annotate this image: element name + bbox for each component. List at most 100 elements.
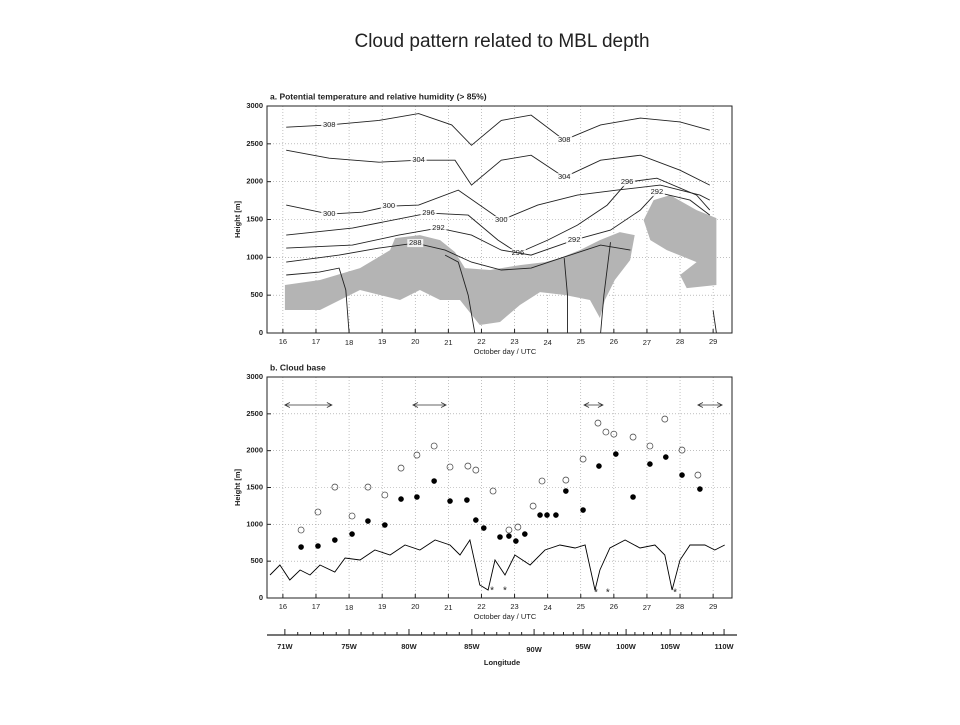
contour-label: 296 (621, 177, 634, 186)
contour-label: 292 (432, 223, 445, 232)
asterisk-marker: * (503, 586, 507, 597)
contour-label-bg (430, 224, 447, 233)
cloud-base-point (647, 461, 653, 467)
mbl-line (269, 538, 725, 591)
x-tick-label: 27 (643, 603, 651, 612)
contour-label-bg (556, 136, 573, 145)
cloud-top-point (297, 526, 305, 534)
x-tick-label: 19 (378, 337, 386, 346)
cloud-base-point (349, 531, 355, 537)
slide-title: Cloud pattern related to MBL depth (354, 31, 649, 52)
contour-line (712, 310, 717, 334)
x-tick-label: 19 (378, 602, 386, 611)
y-tick-label: 3000 (246, 101, 263, 110)
longitude-label: Longitude (484, 658, 520, 667)
cloud-top-point (331, 483, 339, 491)
contour-label-bg (380, 202, 397, 211)
x-tick-label: 28 (676, 602, 684, 611)
contour-label-bg (648, 188, 665, 197)
cloud-top-point (413, 451, 421, 459)
contour-label: 304 (412, 155, 425, 164)
cloud-top-point (594, 419, 602, 427)
cloud-base-point (365, 518, 371, 524)
cloud-base-point (332, 537, 338, 543)
panel-title: a. Potential temperature and relative hu… (270, 91, 487, 101)
contour-label: 304 (558, 172, 571, 181)
contour-label-bg (493, 216, 510, 225)
x-tick-label: 23 (510, 602, 518, 611)
cloud-top-point (646, 442, 654, 450)
y-tick-label: 2000 (246, 177, 263, 186)
x-tick-label: 28 (676, 337, 684, 346)
longitude-tick-label: 80W (401, 642, 417, 651)
cloud-top-point (610, 430, 618, 438)
cloud-top-point (661, 415, 669, 423)
cloud-top-point (579, 455, 587, 463)
cloud-base-point (596, 463, 602, 469)
cloud-top-point (364, 483, 372, 491)
y-tick-label: 3000 (246, 372, 263, 381)
cloud-base-point (544, 512, 550, 518)
humid-area (643, 195, 717, 289)
cloud-top-point (678, 446, 686, 454)
cloud-top-point (514, 523, 522, 531)
contour-label-bg (556, 173, 573, 182)
cloud-base-point (382, 522, 388, 528)
cloud-top-point (348, 512, 356, 520)
contour-label: 300 (495, 215, 508, 224)
x-tick-label: 24 (543, 603, 551, 612)
asterisk-marker: * (606, 588, 610, 599)
contour-line (563, 258, 568, 333)
contour-label: 308 (323, 120, 336, 129)
asterisk-marker: * (490, 586, 494, 597)
contour-line (286, 267, 350, 334)
x-tick-label: 21 (444, 603, 452, 612)
cloud-top-point (505, 526, 513, 534)
cloud-top-point (430, 442, 438, 450)
x-tick-label: 16 (279, 602, 287, 611)
x-tick-label: 23 (510, 337, 518, 346)
cloud-top-point (381, 491, 389, 499)
contour-label-bg (619, 178, 636, 187)
period-arrow (412, 402, 447, 408)
longitude-tick-label: 95W (575, 642, 591, 651)
x-tick-label: 26 (610, 337, 618, 346)
cloud-base-point (506, 533, 512, 539)
cloud-base-point (553, 512, 559, 518)
x-tick-label: 20 (411, 602, 419, 611)
x-tick-label: 17 (312, 602, 320, 611)
longitude-tick-label: 100W (616, 642, 637, 651)
contour-label: 308 (558, 135, 571, 144)
y-tick-label: 1500 (246, 482, 263, 491)
y-tick-label: 1500 (246, 214, 263, 223)
longitude-tick-label: 85W (464, 642, 480, 651)
x-tick-label: 27 (643, 338, 651, 347)
y-axis-label: Height [m] (233, 200, 242, 238)
y-tick-label: 2500 (246, 409, 263, 418)
contour-line (286, 149, 711, 186)
cloud-top-point (562, 476, 570, 484)
asterisk-marker: * (594, 588, 598, 599)
contour-label: 288 (409, 238, 422, 247)
longitude-tick-label: 105W (660, 642, 681, 651)
x-tick-label: 21 (444, 338, 452, 347)
x-tick-label: 22 (477, 337, 485, 346)
cloud-top-point (629, 433, 637, 441)
contour-label: 300 (323, 209, 336, 218)
longitude-tick-label: 71W (277, 642, 293, 651)
cloud-top-point (472, 466, 480, 474)
cloud-top-point (397, 464, 405, 472)
y-tick-label: 1000 (246, 252, 263, 261)
x-tick-label: 20 (411, 337, 419, 346)
cloud-base-point (663, 454, 669, 460)
cloud-base-point (513, 538, 519, 544)
x-tick-label: 29 (709, 337, 717, 346)
cloud-base-point (447, 498, 453, 504)
asterisk-marker: * (673, 588, 677, 599)
cloud-top-point (694, 471, 702, 479)
x-axis-label: October day / UTC (474, 347, 537, 356)
contour-label-bg (410, 156, 427, 165)
cloud-top-point (529, 502, 537, 510)
longitude-tick-label: 75W (341, 642, 357, 651)
